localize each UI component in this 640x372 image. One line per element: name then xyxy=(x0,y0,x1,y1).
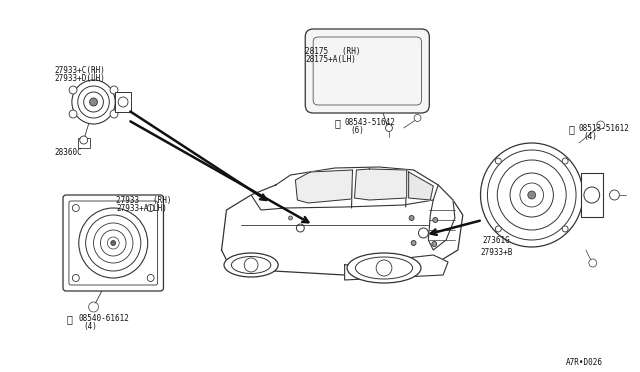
Polygon shape xyxy=(296,170,353,203)
Ellipse shape xyxy=(224,253,278,277)
Polygon shape xyxy=(221,168,463,275)
FancyBboxPatch shape xyxy=(63,195,163,291)
Circle shape xyxy=(411,241,416,246)
Circle shape xyxy=(79,208,148,278)
Circle shape xyxy=(409,215,414,221)
Circle shape xyxy=(528,191,536,199)
Circle shape xyxy=(433,218,438,222)
Ellipse shape xyxy=(355,257,413,279)
Circle shape xyxy=(495,158,501,164)
Circle shape xyxy=(69,110,77,118)
Circle shape xyxy=(481,143,583,247)
Circle shape xyxy=(147,205,154,212)
Text: 27933+D(LH): 27933+D(LH) xyxy=(54,74,105,83)
Bar xyxy=(115,92,131,112)
Circle shape xyxy=(111,241,116,246)
Text: 27933+C(RH): 27933+C(RH) xyxy=(54,66,105,75)
Circle shape xyxy=(80,136,88,144)
Circle shape xyxy=(90,98,97,106)
FancyBboxPatch shape xyxy=(305,29,429,113)
Text: 08543-51642: 08543-51642 xyxy=(345,118,396,127)
Text: 28175   (RH): 28175 (RH) xyxy=(305,47,361,56)
Circle shape xyxy=(289,216,292,220)
Circle shape xyxy=(562,158,568,164)
Text: Ⓢ: Ⓢ xyxy=(568,124,574,134)
Text: (4): (4) xyxy=(84,322,97,331)
Circle shape xyxy=(414,115,421,122)
Text: 27933+A(LH): 27933+A(LH) xyxy=(116,204,167,213)
Circle shape xyxy=(609,190,620,200)
Text: 27361G: 27361G xyxy=(483,236,510,245)
Circle shape xyxy=(72,205,79,212)
Polygon shape xyxy=(355,169,406,200)
Ellipse shape xyxy=(232,257,271,273)
Circle shape xyxy=(562,226,568,232)
Circle shape xyxy=(72,275,79,282)
Circle shape xyxy=(495,226,501,232)
Circle shape xyxy=(110,86,118,94)
Text: A7R•D026: A7R•D026 xyxy=(566,358,603,367)
Text: 08540-61612: 08540-61612 xyxy=(79,314,130,323)
Bar xyxy=(581,173,603,217)
Circle shape xyxy=(589,259,596,267)
Polygon shape xyxy=(409,172,433,200)
Text: 28360C: 28360C xyxy=(54,148,82,157)
Polygon shape xyxy=(251,167,438,210)
Text: 27933   (RH): 27933 (RH) xyxy=(116,196,172,205)
Circle shape xyxy=(385,125,392,131)
Text: Ⓢ: Ⓢ xyxy=(67,314,73,324)
Circle shape xyxy=(72,80,115,124)
Bar xyxy=(78,138,90,148)
Circle shape xyxy=(147,275,154,282)
Text: (6): (6) xyxy=(351,126,364,135)
Text: 27933+B: 27933+B xyxy=(481,248,513,257)
Text: 28175+A(LH): 28175+A(LH) xyxy=(305,55,356,64)
Circle shape xyxy=(432,241,436,247)
Circle shape xyxy=(69,86,77,94)
Circle shape xyxy=(110,110,118,118)
Text: Ⓢ: Ⓢ xyxy=(335,118,340,128)
Ellipse shape xyxy=(347,253,421,283)
Text: (4): (4) xyxy=(583,132,597,141)
Polygon shape xyxy=(428,185,455,250)
Polygon shape xyxy=(345,255,448,280)
Text: 08513-51612: 08513-51612 xyxy=(578,124,629,133)
